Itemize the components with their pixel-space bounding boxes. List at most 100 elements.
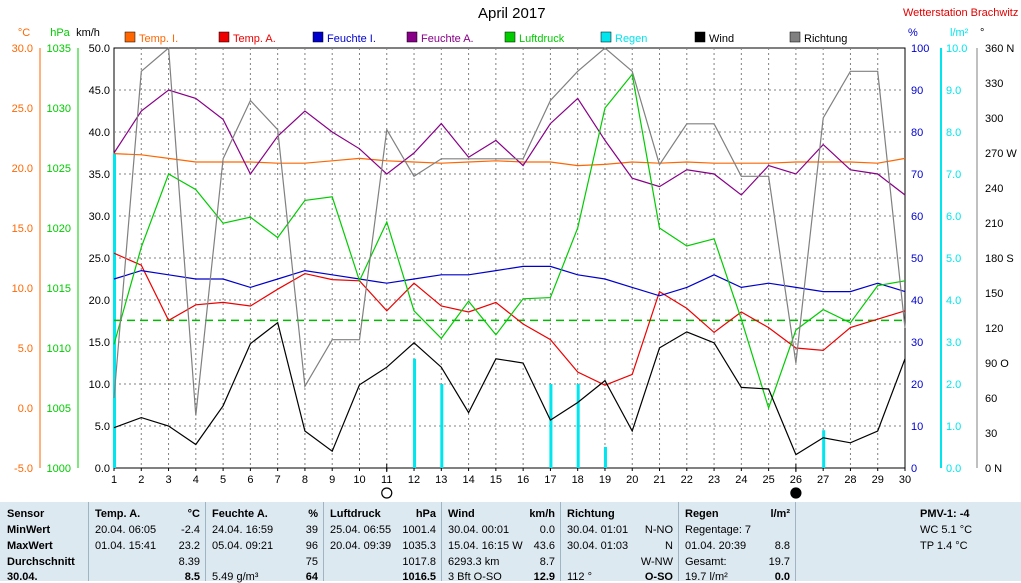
- feuchte-a-min-time: 24.04. 16:59: [212, 524, 274, 536]
- x-tick-label: 13: [435, 474, 447, 486]
- pressure-unit-label: hPa: [50, 27, 70, 39]
- sensor-column: Sensor MinWert MaxWert Durchschnitt 30.0…: [0, 502, 88, 583]
- legend-label-regen: Regen: [615, 33, 647, 45]
- wind-max-value: 43.6: [533, 540, 555, 552]
- x-tick-label: 10: [353, 474, 365, 486]
- temp-a-avg-value: 8.39: [178, 556, 200, 568]
- x-tick-label: 24: [735, 474, 747, 486]
- axis-labels: 1 2 3 4 5 6 7 8 9 10 11 12 13 14 15 16 17 18 19 20 21 22 23 24 2…: [12, 27, 1018, 486]
- x-tick-label: 1: [111, 474, 117, 486]
- humidity-tick-label: 50: [911, 253, 923, 265]
- richtung-column: Richtung 30.04. 01:01 N-NO 30.04. 01:03 …: [560, 502, 679, 583]
- rain-tick-label: 10.0: [946, 43, 967, 55]
- luftdruck-min-value: 1001.4: [402, 524, 436, 536]
- weather-chart: 1 2 3 4 5 6 7 8 9 10 11 12 13 14 15 16 17 18 19 20 21 22 23 24 2…: [12, 27, 1018, 499]
- legend: Temp. I. Temp. A. Feuchte I. Feuchte A. Luft…: [124, 31, 847, 45]
- temp-tick-label: -5.0: [14, 463, 33, 475]
- x-tick-label: 8: [302, 474, 308, 486]
- direction-tick-label: 60: [985, 393, 997, 405]
- series-line-feuchte_a: [113, 89, 906, 196]
- direction-tick-label: 120: [985, 323, 1003, 335]
- pmv-windchill: WC 5.1 °C: [920, 524, 973, 536]
- x-tick-label: 20: [626, 474, 638, 486]
- rain-tick-label: 6.0: [946, 211, 961, 223]
- station-name: Wetterstation Brachwitz: [903, 7, 1019, 19]
- temp-a-min-time: 20.04. 06:05: [95, 524, 157, 536]
- legend-swatch-temp_i: [124, 31, 136, 43]
- legend-swatch-feuchte_i: [312, 31, 324, 43]
- humidity-tick-label: 90: [911, 85, 923, 97]
- feuchte-a-min-value: 39: [305, 524, 318, 536]
- pressure-tick-label: 1025: [47, 163, 71, 175]
- humidity-tick-label: 60: [911, 211, 923, 223]
- series-line-luftdruck: [113, 73, 906, 410]
- regen-today-total: 19.7 l/m²: [685, 571, 728, 583]
- row-label-min: MinWert: [7, 524, 51, 536]
- x-tick-label: 6: [247, 474, 253, 486]
- x-tick-label: 17: [544, 474, 556, 486]
- x-tick-label: 14: [462, 474, 474, 486]
- feuchte-a-max-time: 05.04. 09:21: [212, 540, 274, 552]
- luftdruck-min-time: 25.04. 06:55: [330, 524, 392, 536]
- feuchte-a-abs-humidity: 5.49 g/m³: [212, 571, 259, 583]
- temp-a-min-value: -2.4: [181, 524, 200, 536]
- series-line-richtung: [113, 46, 906, 416]
- richtung-avg-value: W-NW: [640, 556, 673, 568]
- moon-new-icon: [790, 487, 802, 499]
- humidity-tick-label: 30: [911, 337, 923, 349]
- wind-today-value: 12.9: [533, 571, 555, 583]
- pressure-tick-label: 1020: [47, 223, 71, 235]
- rain-tick-label: 0.0: [946, 463, 961, 475]
- regen-header: Regen: [685, 508, 719, 520]
- legend-swatch-feuchte_a: [406, 31, 418, 43]
- regen-today-value: 0.0: [774, 571, 790, 583]
- rain-tick-label: 4.0: [946, 295, 961, 307]
- wind-min-value: 0.0: [539, 524, 555, 536]
- rain-tick-label: 3.0: [946, 337, 961, 349]
- feuchte-a-today-value: 64: [305, 571, 318, 583]
- legend-label-temp_a: Temp. A.: [233, 33, 276, 45]
- direction-tick-label: 180 S: [985, 253, 1014, 265]
- pressure-tick-label: 1015: [47, 283, 71, 295]
- luftdruck-today-value: 1016.5: [402, 571, 436, 583]
- richtung-today-value: O-SO: [644, 571, 673, 583]
- temp-tick-label: 20.0: [12, 163, 33, 175]
- x-tick-label: 2: [138, 474, 144, 486]
- regen-max-time: 01.04. 20:39: [685, 540, 747, 552]
- regen-total-label: Gesamt:: [685, 556, 727, 568]
- temp-tick-label: 30.0: [12, 43, 33, 55]
- pmv-header: PMV-1: -4: [920, 508, 970, 520]
- richtung-today-degrees: 112 °: [567, 571, 592, 583]
- temp-tick-label: 0.0: [18, 403, 33, 415]
- rain-bar: [603, 447, 607, 468]
- legend-label-feuchte_i: Feuchte I.: [327, 33, 376, 45]
- richtung-max-value: N: [665, 540, 673, 552]
- statistics-panel: Sensor MinWert MaxWert Durchschnitt 30.0…: [0, 502, 1021, 583]
- regen-total-value: 19.7: [768, 556, 790, 568]
- pressure-tick-label: 1000: [47, 463, 71, 475]
- x-tick-label: 15: [490, 474, 502, 486]
- sensor-header: Sensor: [7, 508, 45, 520]
- legend-swatch-regen: [600, 31, 612, 43]
- x-tick-label: 25: [762, 474, 774, 486]
- legend-swatch-wind: [694, 31, 706, 43]
- temp-a-header: Temp. A.: [95, 508, 141, 520]
- feuchte-a-header: Feuchte A.: [212, 508, 268, 520]
- temp-a-max-time: 01.04. 15:41: [95, 540, 157, 552]
- regen-unit: l/m²: [770, 508, 790, 520]
- x-tick-label: 19: [599, 474, 611, 486]
- luftdruck-avg-value: 1017.8: [402, 556, 436, 568]
- pressure-tick-label: 1005: [47, 403, 71, 415]
- grid-lines: [39, 47, 978, 471]
- wind-today-beaufort: 3 Bft O-SO: [448, 571, 502, 583]
- luftdruck-max-value: 1035.3: [402, 540, 436, 552]
- legend-swatch-richtung: [789, 31, 801, 43]
- x-tick-label: 7: [275, 474, 281, 486]
- humidity-tick-label: 40: [911, 295, 923, 307]
- series-lines: [113, 46, 906, 456]
- humidity-tick-label: 10: [911, 421, 923, 433]
- humidity-tick-label: 80: [911, 127, 923, 139]
- rain-bar: [822, 430, 826, 468]
- x-tick-label: 28: [844, 474, 856, 486]
- rain-tick-label: 9.0: [946, 85, 961, 97]
